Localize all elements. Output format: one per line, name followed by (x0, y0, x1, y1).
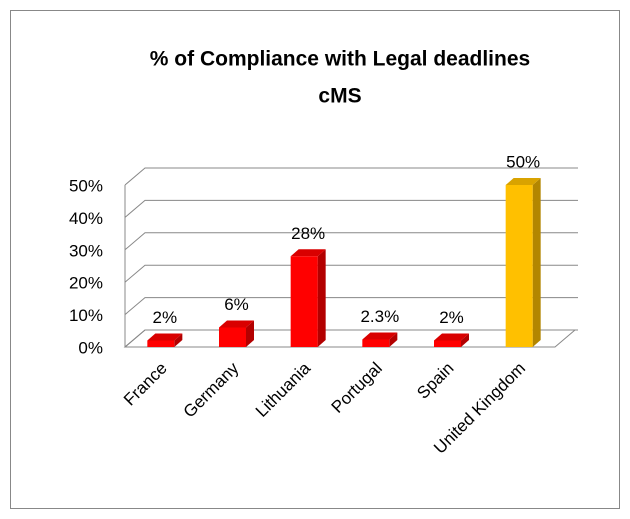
bar-front (219, 327, 246, 347)
bar-side (317, 249, 326, 347)
bar-front (147, 340, 175, 347)
bar-top (147, 333, 183, 341)
grid-line (124, 167, 578, 186)
y-tick-label: 50% (69, 176, 103, 195)
y-tick-label: 20% (69, 274, 103, 293)
bar-front (505, 185, 533, 347)
bar (362, 332, 398, 347)
y-tick-label: 40% (69, 209, 103, 228)
bar-top (362, 332, 398, 340)
value-label: 6% (224, 295, 249, 314)
bar-side (246, 320, 254, 347)
y-tick-label: 30% (69, 241, 103, 260)
bar-front (362, 339, 390, 347)
bar-side (461, 333, 469, 347)
value-label: 2% (439, 308, 464, 327)
grid-line (124, 297, 578, 315)
y-tick-label: 0% (78, 338, 103, 357)
bar (505, 178, 541, 347)
value-label: 28% (291, 224, 325, 243)
bar-top (505, 178, 541, 185)
grid-line (124, 264, 578, 283)
bar (147, 333, 183, 347)
y-tick-label: 10% (69, 306, 103, 325)
bar (434, 333, 469, 347)
bar-side (174, 333, 183, 347)
bar-front (290, 256, 318, 347)
value-label: 50% (506, 152, 540, 171)
chart-title: % of Compliance with Legal deadlines (150, 48, 530, 71)
value-label: 2% (153, 308, 178, 327)
bar-side (389, 332, 398, 347)
grid-line (124, 329, 578, 348)
bar-side (532, 178, 541, 347)
bar-top (219, 320, 254, 328)
bar-top (434, 333, 469, 341)
chart-title: cMS (318, 85, 361, 108)
bar (219, 320, 254, 347)
bar-front (434, 340, 461, 347)
grid-line (124, 199, 578, 218)
bar-top (290, 249, 326, 257)
value-label: 2.3% (360, 307, 399, 326)
grid-line (124, 232, 578, 251)
bar (290, 249, 326, 347)
